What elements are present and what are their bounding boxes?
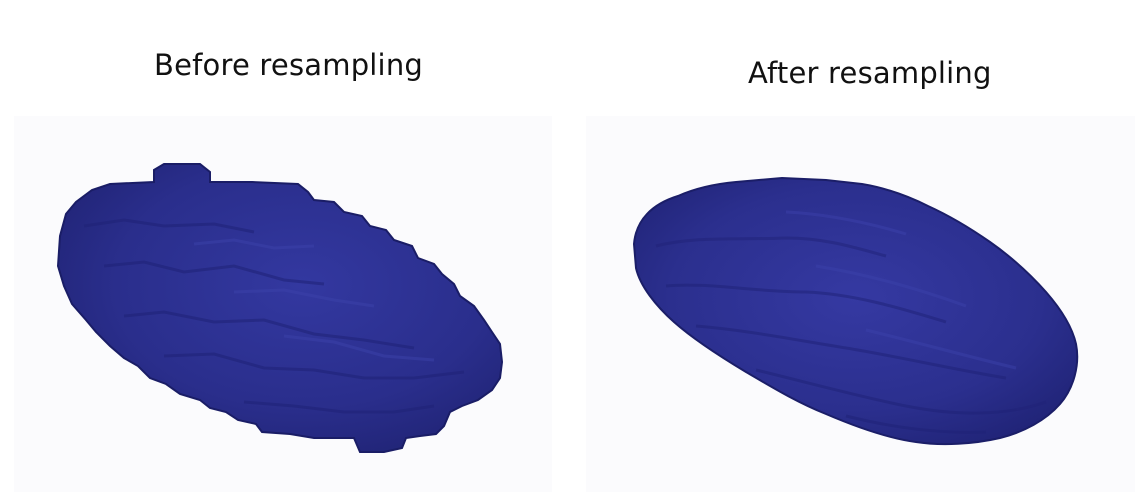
after-resampling-render xyxy=(586,116,1135,492)
voxel-ellipsoid-before xyxy=(56,163,504,453)
after-resampling-caption: After resampling xyxy=(748,56,992,90)
voxel-ellipsoid-after xyxy=(632,176,1079,446)
before-resampling-caption: Before resampling xyxy=(154,48,424,82)
before-resampling-render xyxy=(14,116,552,492)
